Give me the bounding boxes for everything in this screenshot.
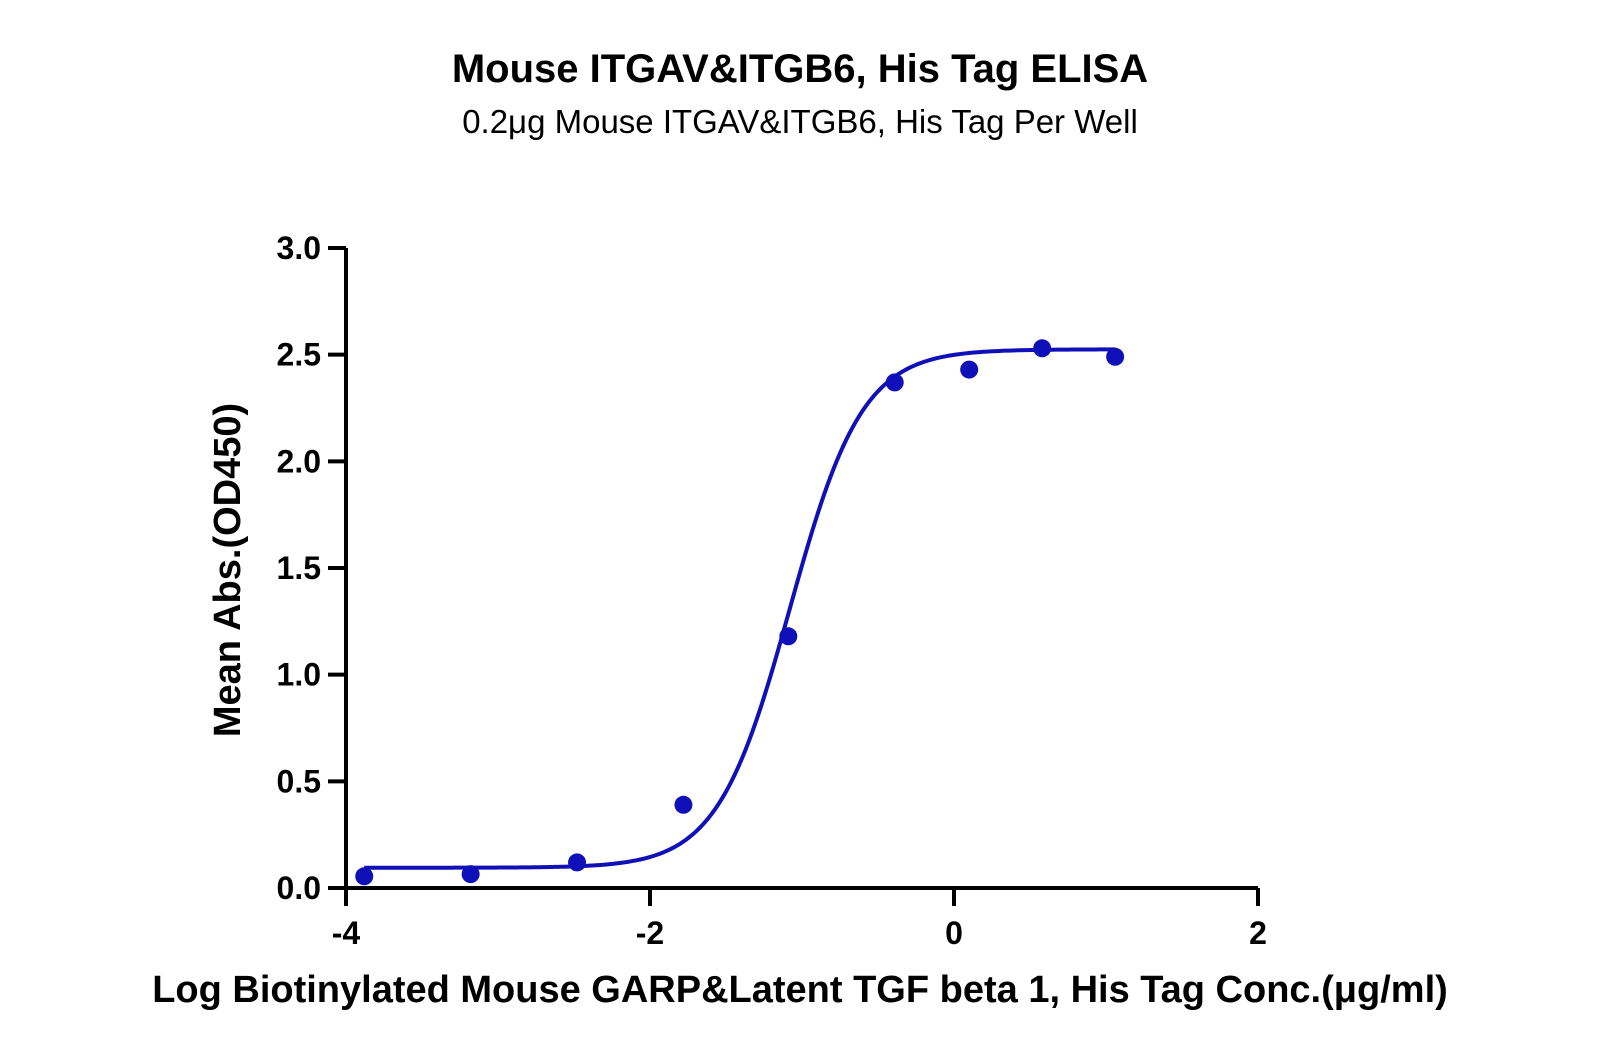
y-tick-label: 3.0	[277, 230, 321, 266]
data-point	[568, 853, 587, 872]
y-tick-label: 2.5	[277, 337, 321, 373]
data-points	[355, 339, 1125, 886]
y-axis-title: Mean Abs.(OD450)	[207, 403, 249, 737]
x-axis-title: Log Biotinylated Mouse GARP&Latent TGF b…	[152, 969, 1448, 1011]
fit-curve-group	[364, 347, 1116, 870]
data-point	[1033, 339, 1052, 358]
x-tick-label: 2	[1249, 915, 1267, 951]
data-point	[674, 795, 693, 814]
x-tick-label: -4	[332, 915, 361, 951]
data-point	[1106, 347, 1125, 366]
data-point	[885, 373, 904, 392]
chart-title: Mouse ITGAV&ITGB6, His Tag ELISA	[452, 47, 1148, 91]
data-point	[461, 865, 480, 884]
y-tick-label: 0.0	[277, 870, 321, 906]
x-tick-label: -2	[636, 915, 664, 951]
y-tick-label: 1.5	[277, 550, 321, 586]
data-point	[779, 627, 798, 646]
data-point	[960, 360, 979, 379]
data-point	[355, 867, 374, 886]
chart-subtitle: 0.2μg Mouse ITGAV&ITGB6, His Tag Per Wel…	[462, 103, 1138, 140]
y-tick-label: 1.0	[277, 657, 321, 693]
fit-curve-line	[364, 347, 1116, 870]
axes: 0.0 0.5 1.0 1.5 2.0 2.5 3.0 -4 -2 0 2	[277, 230, 1267, 951]
y-tick-label: 0.5	[277, 763, 321, 799]
x-tick-label: 0	[945, 915, 963, 951]
y-tick-label: 2.0	[277, 443, 321, 479]
